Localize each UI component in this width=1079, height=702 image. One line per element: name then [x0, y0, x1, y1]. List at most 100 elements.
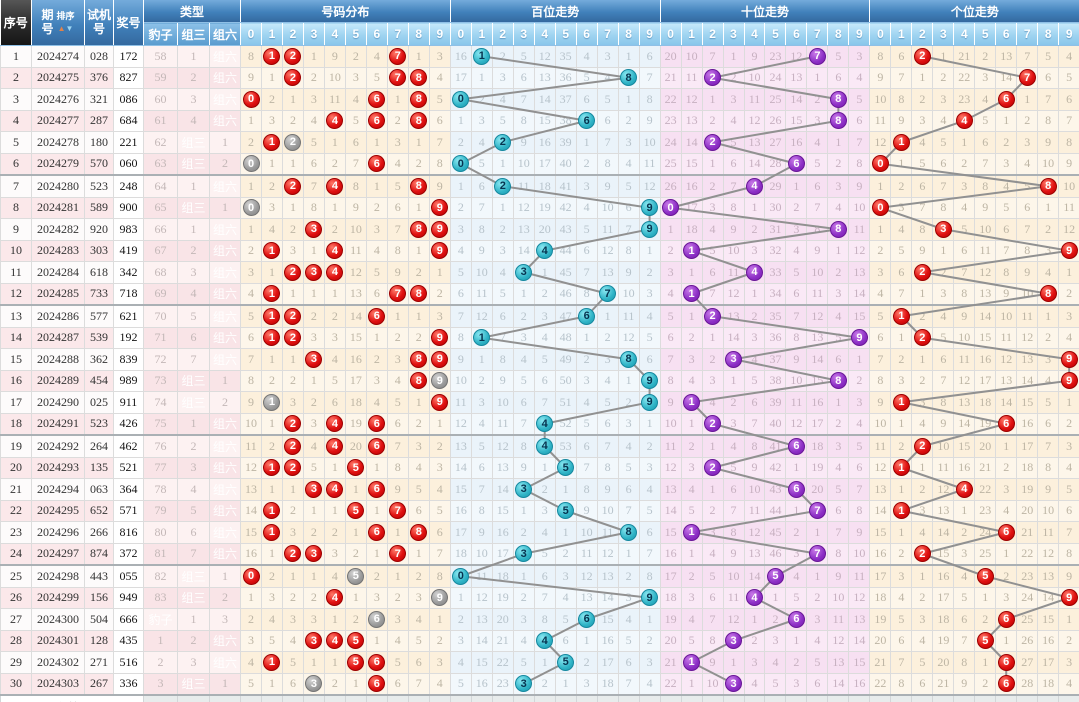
prediction-cell[interactable] — [302, 694, 325, 702]
tens-cell: 21 — [659, 651, 682, 674]
prediction-cell[interactable] — [575, 694, 598, 702]
tens-cell: 41 — [764, 434, 787, 458]
units-cell: 1 — [1016, 88, 1039, 111]
units-cell: 14 — [869, 499, 892, 522]
distribution-hit-circle: 8 — [410, 90, 428, 108]
sort-desc-icon[interactable]: ▼ — [65, 24, 74, 33]
zuliu-cell: 1 — [208, 369, 242, 392]
hundreds-cell: 8 — [638, 564, 661, 588]
prediction-cell[interactable] — [722, 694, 745, 702]
distribution-cell: 2 — [302, 391, 325, 414]
hundreds-cell: 6 — [617, 651, 640, 674]
units-cell: 6 — [932, 348, 955, 371]
prediction-cell[interactable] — [344, 694, 367, 702]
prediction-cell[interactable] — [143, 694, 178, 702]
prediction-cell[interactable] — [365, 694, 388, 702]
prediction-cell[interactable] — [995, 694, 1018, 702]
distribution-cell: 2 — [323, 304, 346, 328]
prediction-cell[interactable] — [1016, 694, 1039, 702]
hundreds-cell: 48 — [554, 326, 577, 349]
prediction-cell[interactable] — [953, 694, 976, 702]
hundreds-cell: 36 — [554, 66, 577, 89]
prediction-cell[interactable] — [785, 694, 808, 702]
units-cell: 4 — [953, 109, 976, 132]
units-cell: 5 — [953, 218, 976, 241]
prediction-cell[interactable] — [240, 694, 262, 702]
prediction-cell[interactable] — [407, 694, 430, 702]
prediction-cell[interactable] — [470, 694, 493, 702]
prediction-cell[interactable] — [1058, 694, 1079, 702]
prediction-cell[interactable] — [848, 694, 871, 702]
prediction-cell[interactable] — [512, 694, 535, 702]
prediction-cell[interactable] — [659, 694, 682, 702]
units-cell: 4 — [995, 499, 1018, 522]
hundreds-hit-circle: 6 — [578, 610, 596, 628]
prediction-cell[interactable] — [932, 694, 955, 702]
distribution-cell: 6 — [281, 672, 304, 696]
distribution-cell: 4 — [428, 672, 451, 696]
hundreds-cell: 0 — [449, 564, 472, 588]
zusan-cell: 组三 — [177, 369, 210, 392]
units-cell: 1 — [890, 412, 913, 436]
prediction-cell[interactable] — [890, 694, 913, 702]
prediction-cell[interactable] — [764, 694, 787, 702]
units-cell: 1 — [890, 456, 913, 479]
units-cell: 15 — [953, 434, 976, 458]
digit-header: 5 — [345, 22, 367, 46]
distribution-cell: 1 — [407, 131, 430, 154]
zuliu-cell: 组六 — [208, 88, 242, 111]
hundreds-cell: 9 — [638, 586, 661, 609]
distribution-cell: 3 — [323, 542, 346, 566]
prediction-cell[interactable] — [281, 694, 304, 702]
distribution-hit-circle: 5 — [347, 653, 365, 671]
prediction-cell[interactable] — [1037, 694, 1060, 702]
prediction-cell[interactable] — [449, 694, 472, 702]
hundreds-cell: 18 — [533, 174, 556, 198]
prediction-cell[interactable] — [617, 694, 640, 702]
distribution-cell: 3 — [386, 608, 409, 631]
period-cell: 2024293 — [31, 456, 85, 479]
zuliu-cell: 组六 — [208, 45, 242, 68]
tens-cell: 13 — [743, 131, 766, 154]
prediction-cell[interactable] — [701, 694, 724, 702]
prediction-cell[interactable] — [177, 694, 210, 702]
prediction-cell[interactable] — [596, 694, 619, 702]
distribution-cell: 1 — [281, 348, 304, 371]
prediction-cell[interactable] — [869, 694, 892, 702]
units-hit-circle: 2 — [913, 263, 931, 281]
prediction-cell[interactable] — [323, 694, 346, 702]
prediction-cell[interactable] — [743, 694, 766, 702]
units-cell: 7 — [974, 152, 997, 176]
distribution-cell: 5 — [344, 109, 367, 132]
units-cell: 3 — [974, 66, 997, 89]
prediction-cell[interactable] — [491, 694, 514, 702]
prediction-cell[interactable] — [261, 694, 283, 702]
prediction-cell[interactable] — [680, 694, 703, 702]
hundreds-cell: 3 — [617, 131, 640, 154]
prediction-cell[interactable] — [386, 694, 409, 702]
units-cell: 16 — [932, 564, 955, 588]
units-cell: 13 — [932, 499, 955, 522]
period-cell: 2024287 — [31, 326, 85, 349]
prediction-cell[interactable] — [911, 694, 934, 702]
tens-cell: 16 — [848, 672, 871, 696]
sort-asc-icon[interactable]: ▲ — [57, 24, 66, 33]
units-cell: 16 — [974, 348, 997, 371]
hundreds-cell: 2 — [638, 261, 661, 284]
prediction-cell[interactable] — [827, 694, 850, 702]
prediction-cell[interactable] — [806, 694, 829, 702]
prediction-cell[interactable] — [533, 694, 556, 702]
prediction-cell[interactable] — [638, 694, 661, 702]
distribution-cell: 1 — [323, 651, 346, 674]
hundreds-hit-circle: 8 — [620, 350, 638, 368]
prediction-cell[interactable] — [208, 694, 242, 702]
prize-number-cell: 684 — [113, 109, 144, 132]
distribution-cell: 5 — [240, 304, 262, 328]
distribution-cell: 5 — [302, 456, 325, 479]
chart-row: 7 2024280 523 248 64 1 组六 1 2 2 7 4 8 1 5 8 9 1 6 2 11 18 41 3 9… — [0, 174, 1079, 198]
prediction-cell[interactable] — [428, 694, 451, 702]
tens-hit-circle: 8 — [829, 112, 847, 130]
prediction-cell[interactable] — [974, 694, 997, 702]
tens-cell: 3 — [848, 391, 871, 414]
prediction-cell[interactable] — [554, 694, 577, 702]
